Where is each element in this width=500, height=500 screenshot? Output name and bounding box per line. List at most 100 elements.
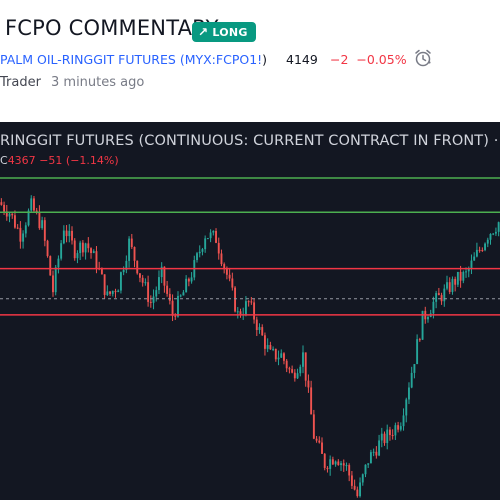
candle-body (337, 461, 340, 466)
candle-body (217, 242, 220, 254)
candle-body (68, 230, 71, 237)
candle-body (274, 348, 277, 360)
candle-body (321, 442, 323, 454)
ohlc-close: 4367 (7, 154, 36, 167)
candle-body (52, 275, 54, 293)
candle-body (60, 243, 63, 259)
candle-body (201, 249, 204, 252)
candle-body (435, 293, 438, 302)
candle-body (11, 213, 14, 216)
candle-body (177, 295, 179, 317)
candle-body (196, 253, 198, 261)
candle-body (114, 290, 117, 293)
candle-body (38, 211, 41, 229)
candle-body (470, 260, 473, 269)
candle-body (386, 429, 389, 444)
symbol-name[interactable]: PALM OIL-RINGGIT FUTURES (0, 52, 176, 67)
candle-body (71, 230, 73, 241)
candle-body (81, 242, 84, 253)
candle-body (312, 414, 315, 439)
candle-body (473, 256, 476, 261)
candle-body (467, 268, 470, 272)
candle-body (307, 380, 310, 388)
candle-body (128, 238, 131, 261)
candle-body (310, 387, 313, 415)
candle-body (147, 282, 150, 302)
candle-body (33, 198, 35, 211)
symbol-change: −2 −0.05% (330, 52, 407, 67)
candle-body (437, 293, 440, 296)
candle-body (41, 220, 44, 229)
candle-body (345, 465, 348, 467)
candle-body (228, 274, 231, 279)
candle-body (24, 225, 27, 234)
candle-body (369, 452, 372, 464)
candle-body (84, 243, 87, 253)
ohlc-change-pct: (−1.14%) (65, 154, 119, 167)
ohlc-legend: C4367 −51 (−1.14%) (0, 154, 119, 167)
ticker-open-paren: ( (179, 52, 185, 67)
candle-body (492, 233, 495, 235)
candle-body (87, 243, 90, 249)
symbol-ticker[interactable]: MYX:FCPO1! (184, 52, 263, 67)
alarm-clock-icon[interactable] (413, 48, 433, 68)
candle-body (49, 256, 52, 276)
candle-body (3, 204, 6, 212)
candle-body (171, 300, 174, 316)
ohlc-change: −51 (39, 154, 63, 167)
symbol-link[interactable]: PALM OIL-RINGGIT FUTURES (MYX:FCPO1!) (0, 52, 267, 67)
candle-body (416, 339, 419, 365)
change-value: −2 (330, 52, 349, 67)
candle-body (76, 253, 79, 259)
candle-body (304, 352, 307, 381)
chart-title: RINGGIT FUTURES (CONTINUOUS: CURRENT CON… (0, 133, 500, 149)
candlestick-chart[interactable] (0, 122, 500, 500)
candle-body (326, 467, 329, 469)
candle-body (418, 339, 421, 341)
candle-body (185, 278, 188, 293)
candle-body (136, 260, 139, 274)
candle-body (451, 278, 454, 292)
publish-time: 3 minutes ago (51, 75, 145, 90)
candle-body (62, 230, 65, 244)
candle-body (117, 290, 120, 293)
candle-body (253, 302, 256, 320)
candle-body (421, 310, 424, 340)
arrow-up-right-icon: ↗ (198, 25, 209, 39)
candle-body (462, 271, 465, 281)
candle-body (397, 425, 400, 430)
chart-panel[interactable]: RINGGIT FUTURES (CONTINUOUS: CURRENT CON… (0, 122, 500, 500)
candle-body (16, 227, 19, 229)
candle-body (30, 198, 33, 211)
symbol-price: 4149 (286, 52, 318, 67)
candle-body (269, 345, 272, 350)
candle-body (378, 440, 381, 456)
candle-body (5, 211, 8, 217)
candle-body (388, 429, 391, 436)
candle-body (212, 230, 215, 233)
candle-body (244, 301, 247, 315)
candle-body (73, 240, 76, 259)
candle-body (478, 249, 481, 251)
candle-body (446, 282, 448, 289)
candle-body (315, 438, 318, 441)
ohlc-label: C (0, 154, 8, 167)
candle-body (160, 266, 163, 278)
candle-body (79, 242, 82, 254)
author-name[interactable]: Trader (0, 75, 41, 90)
candle-body (432, 301, 435, 314)
candle-body (141, 277, 144, 283)
candle-body (19, 227, 22, 242)
candle-body (380, 433, 383, 441)
candle-body (331, 459, 334, 465)
candle-body (454, 278, 457, 285)
candle-body (448, 282, 451, 292)
candle-body (372, 451, 375, 453)
candle-body (288, 368, 291, 370)
candle-body (427, 317, 429, 320)
candle-body (367, 463, 370, 465)
candle-body (410, 372, 413, 388)
candle-body (266, 345, 269, 349)
candle-body (302, 352, 304, 367)
idea-title: FCPO COMMENTARY (5, 16, 219, 40)
